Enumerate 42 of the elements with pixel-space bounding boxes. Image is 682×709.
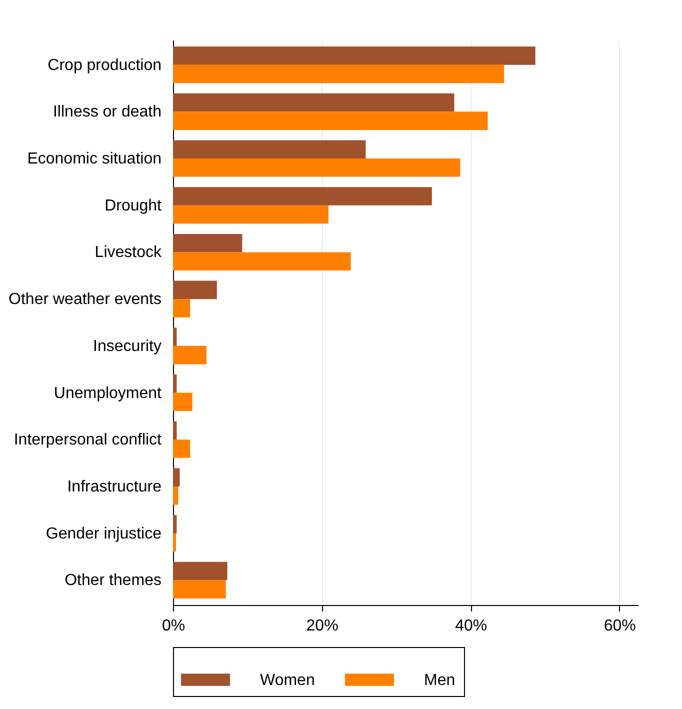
y-tick-label: Economic situation (27, 150, 162, 168)
bar (173, 580, 226, 598)
bar (173, 234, 242, 252)
bar (173, 64, 504, 84)
bar (173, 187, 432, 206)
bar (173, 299, 190, 318)
bar (173, 374, 177, 393)
y-tick-label: Crop production (48, 56, 162, 74)
legend-label: Women (260, 672, 315, 689)
y-tick-label: Other themes (64, 572, 162, 590)
bar (173, 112, 488, 130)
x-tick-label: 60% (604, 618, 636, 634)
y-tick-label: Unemployment (54, 384, 162, 402)
bar (173, 562, 228, 580)
bar (173, 421, 177, 440)
bar (173, 346, 206, 364)
x-tick-label: 0% (162, 618, 186, 634)
y-tick-label: Illness or death (52, 104, 162, 121)
y-tick-label: Other weather events (8, 291, 162, 308)
x-tick-label: 40% (455, 618, 488, 634)
bar (173, 140, 366, 159)
y-tick-label: Infrastructure (67, 478, 162, 496)
bar (173, 280, 217, 300)
bar (173, 486, 178, 505)
y-tick-label: Insecurity (93, 338, 162, 355)
bar (173, 252, 351, 270)
bar (173, 468, 180, 486)
bar (173, 46, 536, 65)
bar (173, 205, 328, 224)
bar (173, 533, 176, 552)
bar (173, 328, 177, 346)
bar (173, 158, 460, 177)
bar (173, 440, 190, 458)
bar (173, 392, 192, 412)
y-tick-label: Interpersonal conflict (14, 432, 162, 449)
x-tick-label: 20% (306, 618, 338, 634)
bar (173, 93, 454, 112)
y-tick-label: Drought (104, 197, 162, 214)
legend-label: Men (424, 672, 456, 689)
y-tick-label: Livestock (94, 244, 162, 262)
y-tick-label: Gender injustice (46, 525, 162, 542)
bar (173, 515, 177, 534)
